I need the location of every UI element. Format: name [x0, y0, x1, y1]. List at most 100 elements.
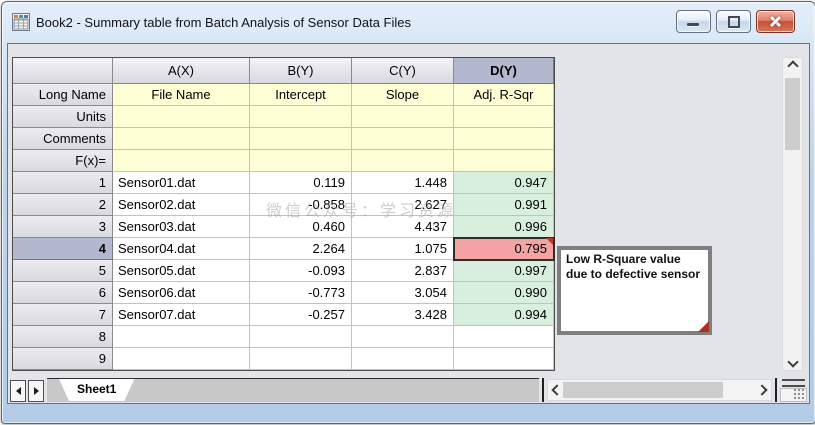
- label-cell[interactable]: [250, 128, 352, 150]
- window-title: Book2 - Summary table from Batch Analysi…: [36, 15, 411, 30]
- label-cell[interactable]: [454, 106, 554, 128]
- cell-adj-r-sqr[interactable]: 0.990: [454, 282, 554, 304]
- cell-adj-r-sqr[interactable]: 0.991: [454, 194, 554, 216]
- divider: [775, 378, 777, 402]
- table-row: 6 Sensor06.dat -0.773 3.054 0.990: [13, 282, 554, 304]
- cell-slope[interactable]: 3.054: [352, 282, 454, 304]
- cell-slope[interactable]: [352, 326, 454, 348]
- label-cell[interactable]: [250, 106, 352, 128]
- row-header-1[interactable]: 1: [13, 172, 113, 194]
- label-cell[interactable]: File Name: [113, 84, 250, 106]
- table-row: A(X) B(Y) C(Y) D(Y): [13, 58, 554, 84]
- restore-down-button[interactable]: [716, 10, 751, 33]
- cell-adj-r-sqr[interactable]: 0.795: [453, 237, 555, 261]
- table-row: Long Name File Name Intercept Slope Adj. R-S…: [13, 84, 554, 106]
- label-cell[interactable]: [352, 150, 454, 172]
- cell-file-name[interactable]: [113, 348, 250, 370]
- row-header-2[interactable]: 2: [13, 194, 113, 216]
- row-header-7[interactable]: 7: [13, 304, 113, 326]
- cell-file-name[interactable]: Sensor04.dat: [113, 238, 250, 260]
- worksheet-area: A(X) B(Y) C(Y) D(Y) Long Name File Name Interc…: [7, 43, 810, 404]
- label-cell[interactable]: Adj. R-Sqr: [454, 84, 554, 106]
- column-header-d[interactable]: D(Y): [454, 58, 554, 84]
- cell-intercept[interactable]: -0.093: [250, 260, 352, 282]
- cell-adj-r-sqr[interactable]: [454, 348, 554, 370]
- scroll-down-icon[interactable]: [786, 356, 799, 368]
- vertical-scroll-thumb[interactable]: [785, 78, 800, 150]
- label-cell[interactable]: [250, 150, 352, 172]
- label-cell[interactable]: [113, 128, 250, 150]
- cell-file-name[interactable]: Sensor02.dat: [113, 194, 250, 216]
- label-cell[interactable]: [454, 128, 554, 150]
- sheet-tab-bar: Sheet1: [10, 378, 807, 402]
- table-row: 7 Sensor07.dat -0.257 3.428 0.994: [13, 304, 554, 326]
- cell-intercept[interactable]: -0.858: [250, 194, 352, 216]
- column-header-a[interactable]: A(X): [113, 58, 250, 84]
- minimize-icon: [687, 23, 699, 26]
- cell-file-name[interactable]: Sensor07.dat: [113, 304, 250, 326]
- corner-header-cell[interactable]: [13, 58, 113, 84]
- cell-file-name[interactable]: Sensor03.dat: [113, 216, 250, 238]
- row-header-8[interactable]: 8: [13, 326, 113, 348]
- cell-file-name[interactable]: Sensor01.dat: [113, 172, 250, 194]
- column-header-c[interactable]: C(Y): [352, 58, 454, 84]
- label-cell[interactable]: [352, 128, 454, 150]
- row-header-9[interactable]: 9: [13, 348, 113, 370]
- minimize-button[interactable]: [676, 10, 711, 33]
- table-row: 5 Sensor05.dat -0.093 2.837 0.997: [13, 260, 554, 282]
- resize-grip[interactable]: [780, 388, 807, 402]
- cell-file-name[interactable]: Sensor05.dat: [113, 260, 250, 282]
- cell-slope[interactable]: 4.437: [352, 216, 454, 238]
- cell-intercept[interactable]: -0.257: [250, 304, 352, 326]
- cell-intercept[interactable]: [250, 326, 352, 348]
- row-header-6[interactable]: 6: [13, 282, 113, 304]
- row-label-f-x-[interactable]: F(x)=: [13, 150, 113, 172]
- cell-intercept[interactable]: 2.264: [250, 238, 352, 260]
- horizontal-scrollbar[interactable]: [547, 379, 772, 401]
- title-bar[interactable]: Book2 - Summary table from Batch Analysi…: [2, 2, 815, 42]
- close-button[interactable]: [756, 10, 795, 33]
- cell-slope[interactable]: [352, 348, 454, 370]
- label-cell[interactable]: [113, 106, 250, 128]
- column-header-b[interactable]: B(Y): [250, 58, 352, 84]
- tab-scroll-right-button[interactable]: [28, 380, 44, 402]
- cell-slope[interactable]: 3.428: [352, 304, 454, 326]
- scroll-right-icon[interactable]: [756, 384, 768, 396]
- right-arrow-icon: [33, 387, 39, 395]
- tab-sheet1[interactable]: Sheet1: [59, 379, 134, 401]
- scroll-up-icon[interactable]: [786, 60, 799, 72]
- row-header-5[interactable]: 5: [13, 260, 113, 282]
- cell-adj-r-sqr[interactable]: 0.996: [454, 216, 554, 238]
- cell-slope[interactable]: 2.837: [352, 260, 454, 282]
- label-cell[interactable]: Slope: [352, 84, 454, 106]
- vertical-scrollbar[interactable]: [782, 57, 803, 371]
- row-header-3[interactable]: 3: [13, 216, 113, 238]
- row-header-4[interactable]: 4: [13, 238, 113, 260]
- cell-adj-r-sqr[interactable]: 0.997: [454, 260, 554, 282]
- label-cell[interactable]: [454, 150, 554, 172]
- table-row: Comments: [13, 128, 554, 150]
- cell-slope[interactable]: 1.075: [352, 238, 454, 260]
- cell-adj-r-sqr[interactable]: [454, 326, 554, 348]
- cell-intercept[interactable]: -0.773: [250, 282, 352, 304]
- cell-file-name[interactable]: Sensor06.dat: [113, 282, 250, 304]
- cell-intercept[interactable]: 0.119: [250, 172, 352, 194]
- label-cell[interactable]: Intercept: [250, 84, 352, 106]
- label-cell[interactable]: [113, 150, 250, 172]
- horizontal-scroll-thumb[interactable]: [563, 382, 723, 398]
- row-label-long-name[interactable]: Long Name: [13, 84, 113, 106]
- tab-scroll-left-button[interactable]: [10, 380, 26, 402]
- cell-file-name[interactable]: [113, 326, 250, 348]
- cell-adj-r-sqr[interactable]: 0.994: [454, 304, 554, 326]
- row-label-units[interactable]: Units: [13, 106, 113, 128]
- cell-adj-r-sqr[interactable]: 0.947: [454, 172, 554, 194]
- cell-intercept[interactable]: [250, 348, 352, 370]
- scroll-left-icon[interactable]: [551, 384, 563, 396]
- row-label-comments[interactable]: Comments: [13, 128, 113, 150]
- cell-intercept[interactable]: 0.460: [250, 216, 352, 238]
- pane-splitter[interactable]: [782, 379, 805, 387]
- label-cell[interactable]: [352, 106, 454, 128]
- cell-slope[interactable]: 2.627: [352, 194, 454, 216]
- cell-slope[interactable]: 1.448: [352, 172, 454, 194]
